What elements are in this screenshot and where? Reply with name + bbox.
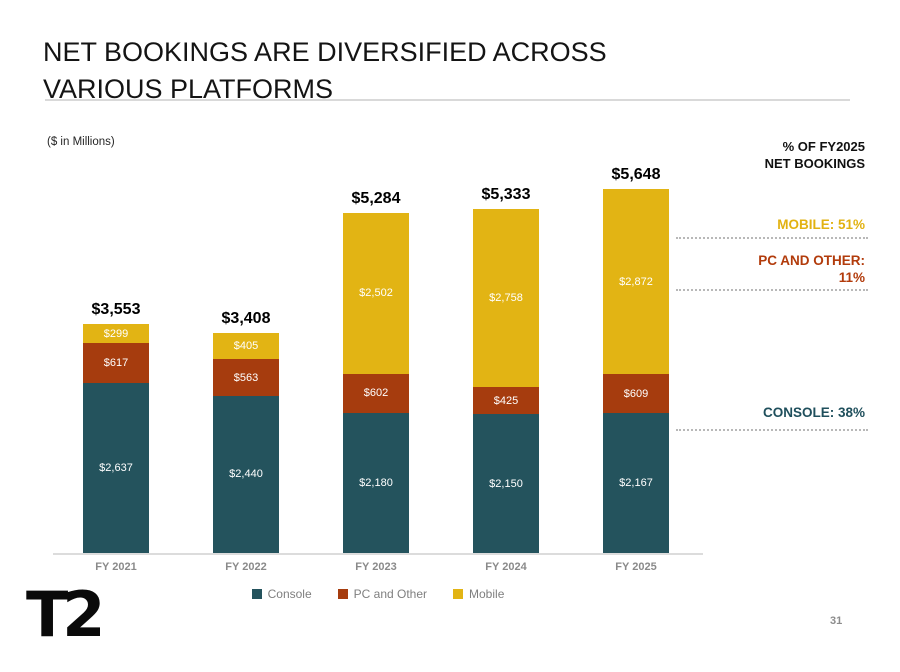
page-number: 31: [830, 615, 843, 627]
dotted-separator-mobile: [676, 237, 868, 239]
bar-total-label: $5,284: [351, 189, 401, 207]
bar-segment-pc-and-other: $602: [343, 373, 409, 413]
x-axis-label: FY 2024: [485, 561, 527, 573]
bar-fy-2025: $5,648 $2,872 $609 $2,167: [603, 166, 669, 553]
bar-total-label: $3,553: [91, 301, 141, 319]
bar-segment-mobile: $405: [213, 333, 279, 360]
legend-label: PC and Other: [353, 587, 428, 601]
x-axis-label: FY 2025: [615, 561, 657, 573]
bar-segment-console: $2,150: [473, 414, 539, 553]
right-panel-header: % OF FY2025 NET BOOKINGS: [765, 138, 865, 172]
bar-segment-console: $2,440: [213, 395, 279, 553]
page-title-line1: NET BOOKINGS ARE DIVERSIFIED ACROSS: [43, 37, 607, 68]
right-panel-header-line1: % OF FY2025: [782, 139, 865, 154]
legend-label: Console: [267, 587, 312, 601]
bar-fy-2021: $3,553 $299 $617 $2,637: [83, 301, 149, 553]
legend-item-console: Console: [251, 587, 312, 601]
x-axis-label: FY 2022: [225, 561, 267, 573]
bar-segment-console: $2,180: [343, 412, 409, 553]
annotation-mobile-share: MOBILE: 51%: [777, 217, 865, 232]
annotation-pc-share: PC AND OTHER: 11%: [758, 252, 865, 286]
units-label: ($ in Millions): [47, 136, 115, 148]
dotted-separator-pc: [676, 289, 868, 291]
bar-segment-pc-and-other: $617: [83, 343, 149, 384]
bar-segment-mobile: $2,872: [603, 189, 669, 375]
bar-segment-pc-and-other: $563: [213, 359, 279, 396]
x-axis-label: FY 2021: [95, 561, 137, 573]
legend-swatch-pc-and-other: [337, 589, 348, 599]
bar-fy-2023: $5,284 $2,502 $602 $2,180: [343, 190, 409, 553]
dotted-separator-console: [676, 429, 868, 431]
bar-fy-2022: $3,408 $405 $563 $2,440: [213, 310, 279, 553]
chart-legend: Console PC and Other Mobile: [53, 587, 703, 601]
legend-swatch-console: [251, 589, 262, 599]
bar-segment-pc-and-other: $425: [473, 387, 539, 415]
bar-segment-pc-and-other: $609: [603, 374, 669, 414]
bar-segment-mobile: $2,502: [343, 212, 409, 374]
title-divider: [45, 99, 850, 101]
bar-segment-mobile: $299: [83, 324, 149, 344]
annotation-console-share: CONSOLE: 38%: [762, 405, 865, 420]
bar-total-label: $3,408: [221, 310, 271, 328]
bar-total-label: $5,648: [611, 166, 661, 184]
stacked-bar-chart: $3,553 $299 $617 $2,637 FY 2021 $3,408 $405 $56…: [53, 160, 703, 573]
right-panel-header-line2: NET BOOKINGS: [764, 156, 865, 171]
bar-segment-console: $2,167: [603, 413, 669, 553]
legend-swatch-mobile: [453, 589, 464, 599]
annotation-pc-line1: PC AND OTHER:: [758, 253, 865, 268]
annotation-pc-line2: 11%: [838, 270, 865, 285]
t2-logo: T2: [26, 578, 105, 651]
legend-item-pc-and-other: PC and Other: [337, 587, 428, 601]
page-title: NET BOOKINGS ARE DIVERSIFIED ACROSS VARIO…: [43, 34, 607, 108]
legend-label: Mobile: [469, 587, 505, 601]
bar-segment-mobile: $2,758: [473, 209, 539, 388]
bar-total-label: $5,333: [481, 186, 531, 204]
bar-fy-2024: $5,333 $2,758 $425 $2,150: [473, 186, 539, 553]
x-axis-label: FY 2023: [355, 561, 397, 573]
legend-item-mobile: Mobile: [453, 587, 504, 601]
bar-segment-console: $2,637: [83, 383, 149, 553]
